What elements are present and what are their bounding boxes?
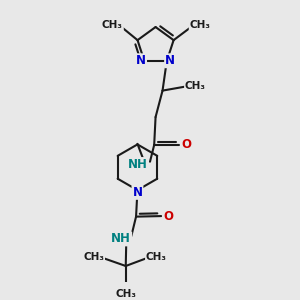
Text: CH₃: CH₃ <box>190 20 211 30</box>
Text: CH₃: CH₃ <box>115 290 136 299</box>
Text: CH₃: CH₃ <box>185 81 206 91</box>
Text: NH: NH <box>111 232 131 245</box>
Text: CH₃: CH₃ <box>83 252 104 262</box>
Text: N: N <box>165 54 175 67</box>
Text: O: O <box>163 210 173 223</box>
Text: N: N <box>133 186 142 199</box>
Text: N: N <box>136 54 146 67</box>
Text: NH: NH <box>128 158 148 171</box>
Text: CH₃: CH₃ <box>102 20 123 30</box>
Text: O: O <box>181 139 191 152</box>
Text: CH₃: CH₃ <box>146 252 167 262</box>
